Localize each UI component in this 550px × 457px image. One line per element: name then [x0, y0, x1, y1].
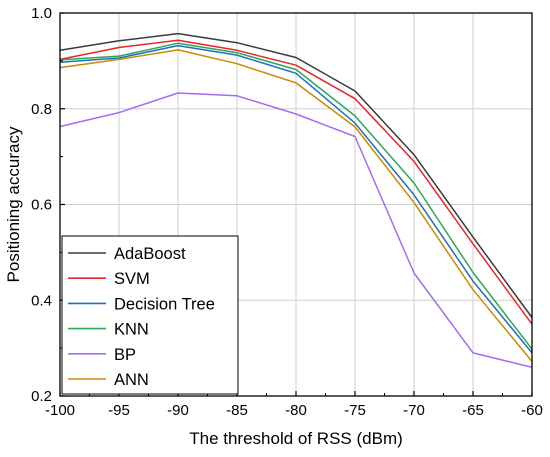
series-line-bp	[59, 92, 533, 369]
x-tick-label: -60	[521, 402, 543, 419]
y-tick-label: 0.2	[31, 388, 52, 405]
x-axis-title: The threshold of RSS (dBm)	[189, 429, 403, 448]
x-tick-label: -85	[226, 402, 248, 419]
series-line-knn	[59, 42, 533, 350]
series-line-ann	[59, 49, 533, 362]
x-tick-label: -70	[403, 402, 425, 419]
legend-label: BP	[114, 346, 136, 364]
x-tick-label: -65	[462, 402, 484, 419]
series-line-adaboost	[59, 32, 533, 318]
y-tick-label: 0.8	[31, 101, 52, 118]
x-tick-label: -75	[344, 402, 366, 419]
legend-label: KNN	[114, 321, 149, 339]
legend-label: AdaBoost	[114, 245, 186, 263]
series-line-svm	[59, 39, 533, 325]
y-tick-label: 1.0	[31, 5, 52, 22]
legend-label: SVM	[114, 270, 150, 288]
y-tick-labels: 0.2 0.4 0.6 0.8 1.0	[31, 5, 52, 405]
series-line-decision-tree	[59, 44, 533, 354]
x-tick-label: -100	[45, 402, 75, 419]
legend-label: Decision Tree	[114, 295, 215, 313]
legend: AdaBoost SVM Decision Tree KNN BP ANN	[61, 235, 239, 395]
y-axis-title: Positioning accuracy	[4, 126, 23, 282]
legend-label: ANN	[114, 371, 149, 389]
x-tick-labels: -100 -95 -90 -85 -80 -75 -70 -65 -60	[45, 402, 543, 419]
series-lines	[59, 32, 533, 369]
x-tick-label: -90	[167, 402, 189, 419]
x-tick-label: -80	[285, 402, 307, 419]
x-tick-label: -95	[108, 402, 130, 419]
y-tick-label: 0.6	[31, 197, 52, 214]
legend-box	[61, 235, 239, 395]
y-tick-label: 0.4	[31, 292, 52, 309]
